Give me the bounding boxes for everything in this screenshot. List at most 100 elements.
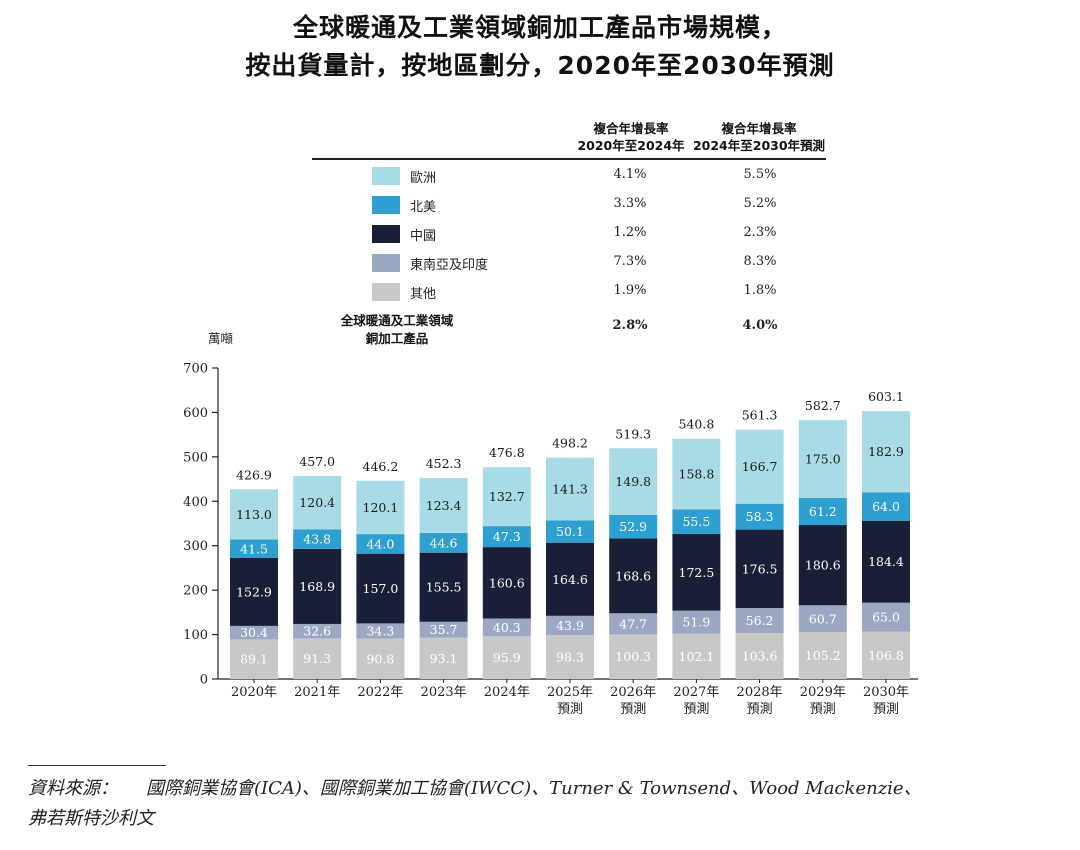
bar-segment: [293, 548, 342, 624]
source-rule: [28, 765, 166, 766]
bar-segment: [546, 457, 594, 521]
segment-value-label: 168.9: [299, 579, 335, 594]
total-value-label: 561.3: [742, 408, 778, 423]
cagr-header-2024-2030: 複合年增長率 2024年至2030年預測: [684, 120, 834, 154]
x-category-label: 2026年: [610, 685, 656, 700]
stacked-bar-chart: 0 100 200 300 400 500 600 700 89.1 30.4 152.9 41.5 1…: [183, 362, 918, 717]
x-category-label: 2024年: [484, 685, 530, 700]
bar-segment: [419, 621, 468, 638]
legend-label: 其他: [410, 287, 437, 302]
segment-value-label: 149.8: [615, 474, 651, 489]
bar-segment: [356, 623, 405, 639]
bar-segment: [735, 632, 784, 679]
segment-value-label: 102.1: [679, 649, 715, 664]
bar-segment: [609, 514, 658, 539]
bar-segment: [293, 623, 342, 639]
segment-value-label: 158.8: [679, 467, 715, 482]
segment-value-label: 35.7: [430, 622, 458, 637]
segment-value-label: 44.0: [366, 536, 394, 551]
x-category-label: 2022年: [357, 685, 403, 700]
y-tick-label: 200: [183, 584, 208, 599]
total-label-line1: 全球暖通及工業領域: [340, 313, 454, 328]
segment-value-label: 52.9: [619, 519, 647, 534]
segment-value-label: 141.3: [552, 482, 588, 497]
bar-segment: [482, 618, 531, 637]
total-row-label: 全球暖通及工業領域 銅加工產品: [312, 312, 482, 348]
bar-segment: [735, 503, 784, 530]
total-value-label: 457.0: [299, 454, 335, 469]
segment-value-label: 123.4: [426, 498, 462, 513]
bar-segment: [609, 613, 658, 635]
segment-value-label: 120.1: [363, 500, 399, 515]
bar-segment: [798, 632, 847, 679]
bar-segment: [546, 520, 594, 543]
total-value-label: 519.3: [615, 426, 651, 441]
segment-value-label: 40.3: [493, 620, 521, 635]
header-rule: [312, 158, 826, 160]
x-category-label: 2021年: [294, 685, 340, 700]
cagr-header-line1: 複合年增長率: [593, 121, 669, 136]
x-category-label: 預測: [810, 702, 836, 717]
y-tick-label: 600: [183, 406, 208, 421]
bar-segment: [293, 475, 342, 530]
source-line1: 資料來源： 國際銅業協會(ICA)、國際銅業加工協會(IWCC)、Turner &…: [28, 774, 1068, 804]
cagr-value: 1.9%: [613, 283, 647, 298]
bar-segment: [230, 489, 278, 540]
bar-segment: [419, 532, 468, 553]
bar-segment: [862, 411, 910, 493]
x-category-label: 預測: [620, 702, 646, 717]
bar-segment: [356, 638, 405, 679]
chart-title-line2: 按出貨量計，按地區劃分，2020年至2030年預測: [245, 51, 835, 80]
segment-value-label: 47.3: [493, 529, 521, 544]
source-text: 國際銅業協會(ICA)、國際銅業加工協會(IWCC)、Turner & Town…: [146, 778, 922, 799]
total-value-label: 476.8: [489, 445, 525, 460]
y-tick-label: 500: [183, 450, 208, 465]
segment-value-label: 155.5: [426, 580, 462, 595]
bar-segment: [230, 557, 278, 626]
y-tick-label: 700: [183, 362, 208, 377]
cagr-value: 2.3%: [743, 225, 777, 240]
cagr-header-2020-2024: 複合年增長率 2020年至2024年: [556, 120, 706, 154]
segment-value-label: 90.8: [366, 651, 394, 666]
bar-segment: [672, 633, 721, 679]
segment-value-label: 120.4: [299, 495, 335, 510]
source-note: 資料來源： 國際銅業協會(ICA)、國際銅業加工協會(IWCC)、Turner &…: [28, 774, 1068, 834]
x-category-label: 預測: [683, 702, 709, 717]
segment-value-label: 160.6: [489, 575, 525, 590]
legend-swatch: [372, 254, 400, 272]
legend-swatch: [372, 196, 400, 214]
segment-value-label: 43.8: [303, 532, 331, 547]
bar-segment: [546, 635, 594, 679]
segment-value-label: 180.6: [805, 558, 841, 573]
total-label-line2: 銅加工產品: [365, 331, 429, 346]
y-axis-unit-label: 萬噸: [208, 331, 234, 346]
legend-swatch: [372, 283, 400, 301]
source-line2: 弗若斯特沙利文: [28, 808, 154, 829]
segment-value-label: 65.0: [872, 610, 900, 625]
segment-value-label: 64.0: [872, 499, 900, 514]
cagr-header-line2: 2024年至2030年預測: [692, 138, 826, 153]
segment-value-label: 60.7: [809, 611, 837, 626]
bar-segment: [609, 448, 658, 515]
bar-segment: [419, 637, 468, 679]
total-value-label: 498.2: [552, 436, 588, 451]
total-value-label: 603.1: [868, 389, 904, 404]
chart-title-line1: 全球暖通及工業領域銅加工產品市場規模，: [292, 13, 787, 42]
bar-segment: [419, 478, 468, 533]
legend-swatch: [372, 167, 400, 185]
x-category-label: 2028年: [737, 685, 783, 700]
segment-value-label: 50.1: [556, 524, 584, 539]
bar-segment: [482, 467, 531, 527]
bar-segment: [419, 552, 468, 622]
bar-segment: [735, 529, 784, 609]
segment-value-label: 103.6: [742, 648, 778, 663]
segment-value-label: 164.6: [552, 572, 588, 587]
bar-segment: [672, 610, 721, 634]
bar-segment: [862, 602, 910, 632]
legend-label: 東南亞及印度: [410, 258, 489, 273]
total-cagr-value: 2.8%: [612, 318, 648, 333]
segment-value-label: 172.5: [679, 565, 715, 580]
segment-value-label: 175.0: [805, 451, 841, 466]
bar-segment: [356, 480, 405, 535]
segment-value-label: 152.9: [236, 584, 272, 599]
